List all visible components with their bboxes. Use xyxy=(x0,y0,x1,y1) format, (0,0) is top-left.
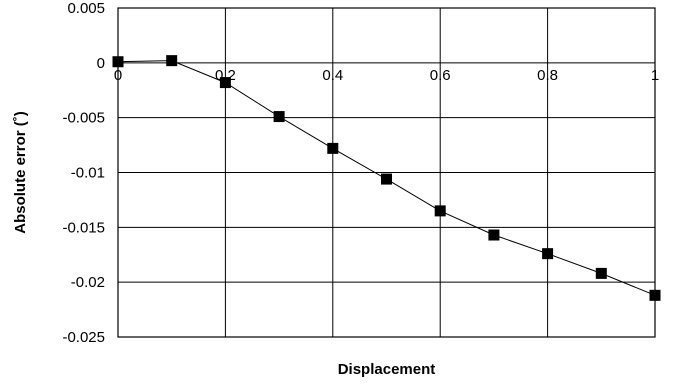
y-tick-label: -0.01 xyxy=(71,165,105,182)
x-tick-label: 0 xyxy=(114,67,122,84)
x-axis-label: Displacement xyxy=(338,361,436,378)
y-tick-label: -0.02 xyxy=(71,274,105,291)
x-axis-tick-labels: 0 0.2 0.4 0.6 0.8 1 xyxy=(114,67,659,84)
data-point-marker xyxy=(327,142,339,154)
data-point-marker xyxy=(273,111,285,123)
x-tick-label: 0.4 xyxy=(322,67,343,84)
y-tick-label: -0.015 xyxy=(62,219,105,236)
x-tick-label: 0.8 xyxy=(537,67,558,84)
y-tick-label: -0.005 xyxy=(62,110,105,127)
data-point-marker xyxy=(488,229,500,241)
y-axis-label: Absolute error (˚) xyxy=(12,111,29,234)
series-group xyxy=(112,55,661,301)
y-axis-tick-labels: 0.005 0 -0.005 -0.01 -0.015 -0.02 -0.025 xyxy=(62,0,105,346)
y-tick-label: 0.005 xyxy=(67,0,105,17)
horizontal-gridlines xyxy=(118,7,655,338)
data-point-marker xyxy=(649,289,661,301)
data-point-marker xyxy=(112,56,124,68)
y-tick-label: 0 xyxy=(97,55,105,72)
data-point-marker xyxy=(595,267,607,279)
data-point-marker xyxy=(381,173,392,185)
x-tick-label: 0.6 xyxy=(430,67,451,84)
data-point-marker xyxy=(166,55,178,67)
x-tick-label: 1 xyxy=(651,67,659,84)
plot-area-frame xyxy=(117,7,656,338)
data-point-marker xyxy=(219,77,231,89)
data-point-marker xyxy=(434,205,446,217)
data-point-marker xyxy=(542,248,554,260)
y-tick-label: -0.025 xyxy=(62,329,105,346)
